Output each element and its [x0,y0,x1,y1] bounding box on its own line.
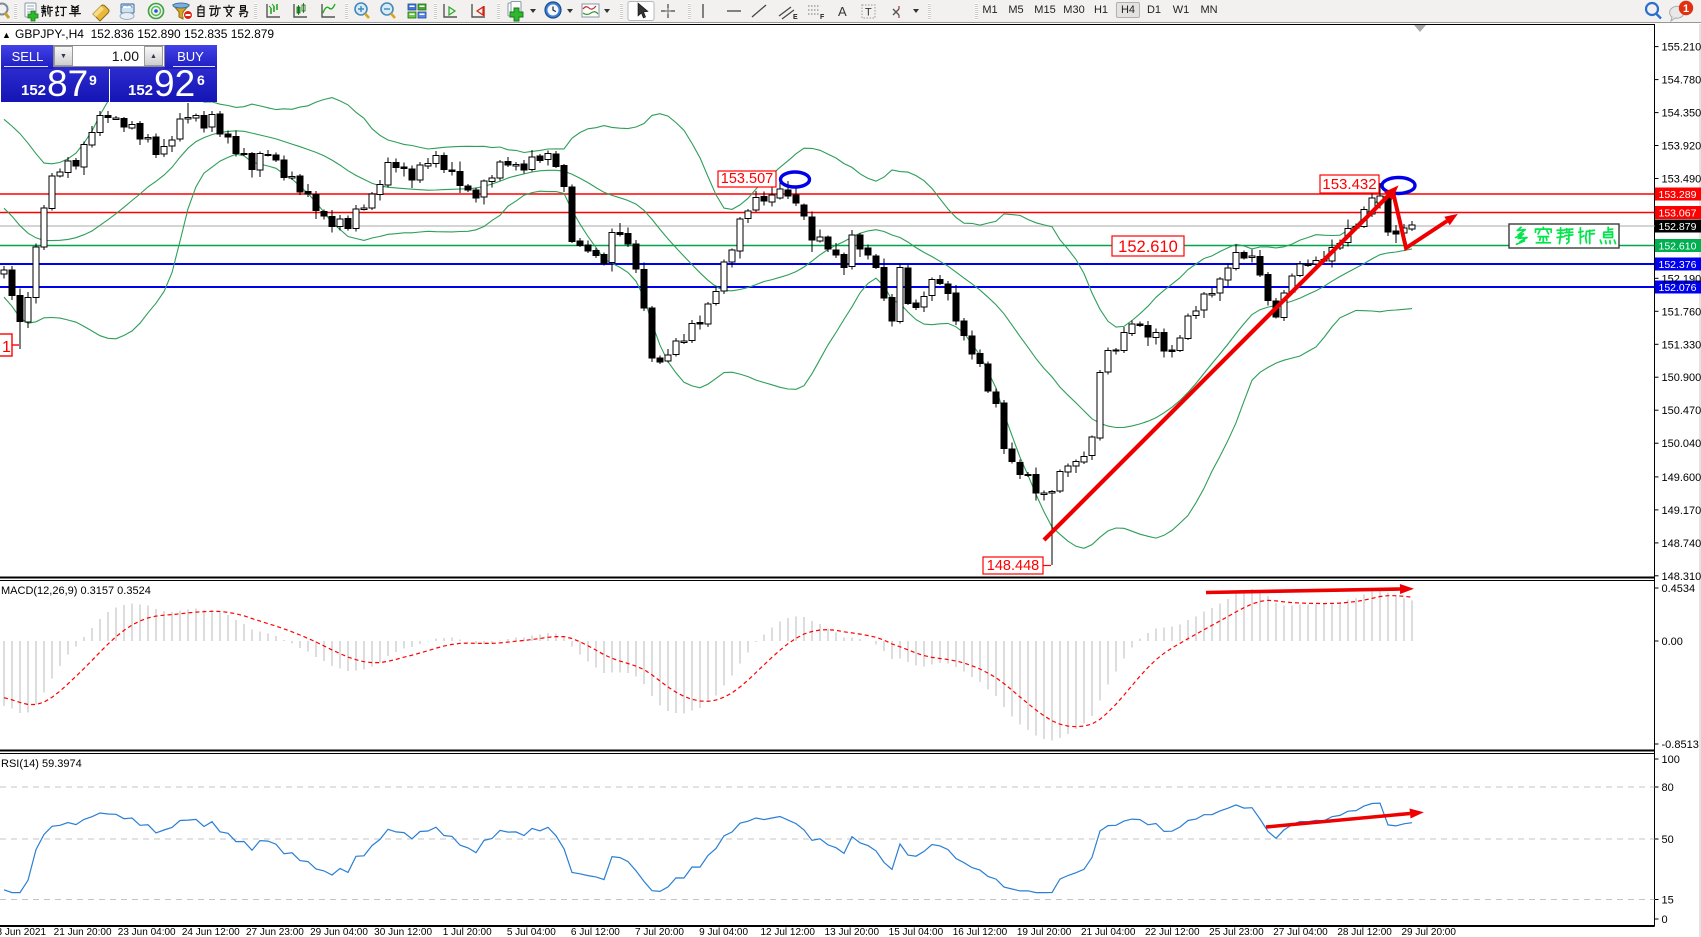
svg-text:155.210: 155.210 [1662,42,1701,54]
svg-text:150.040: 150.040 [1662,438,1701,450]
svg-text:29 Jun 04:00: 29 Jun 04:00 [310,927,368,937]
svg-text:21 Jul 04:00: 21 Jul 04:00 [1081,927,1136,937]
svg-text:5 Jul 04:00: 5 Jul 04:00 [507,927,556,937]
svg-text:148.310: 148.310 [1662,571,1701,583]
svg-text:0.4534: 0.4534 [1662,583,1696,595]
svg-text:22 Jul 12:00: 22 Jul 12:00 [1145,927,1200,937]
svg-text:149.170: 149.170 [1662,505,1701,517]
svg-text:153.507: 153.507 [721,171,773,187]
svg-text:152.879: 152.879 [1659,221,1697,233]
svg-text:152.610: 152.610 [1118,238,1178,256]
svg-text:15 Jul 04:00: 15 Jul 04:00 [889,927,944,937]
svg-text:16 Jul 12:00: 16 Jul 12:00 [953,927,1008,937]
svg-text:-0.8513: -0.8513 [1662,739,1699,751]
svg-text:150.470: 150.470 [1662,405,1701,417]
svg-text:30 Jun 12:00: 30 Jun 12:00 [374,927,432,937]
svg-text:27 Jul 04:00: 27 Jul 04:00 [1273,927,1328,937]
svg-text:24 Jun 12:00: 24 Jun 12:00 [182,927,240,937]
svg-text:153.920: 153.920 [1662,141,1701,153]
svg-text:F: F [820,14,825,21]
svg-text:80: 80 [1662,782,1674,794]
svg-text:148.740: 148.740 [1662,538,1701,550]
svg-text:153.432: 153.432 [1322,176,1376,193]
svg-text:50: 50 [1662,834,1674,846]
svg-text:▲: ▲ [2,30,11,40]
svg-text:15: 15 [1662,895,1674,907]
svg-text:13 Jul 20:00: 13 Jul 20:00 [825,927,880,937]
svg-text:151.330: 151.330 [1662,339,1701,351]
svg-text:E: E [793,14,798,21]
svg-text:29 Jul 20:00: 29 Jul 20:00 [1401,927,1456,937]
svg-text:A: A [838,4,847,19]
svg-text:19 Jul 20:00: 19 Jul 20:00 [1017,927,1072,937]
svg-text:152.190: 152.190 [1662,273,1701,285]
svg-text:6 Jul 12:00: 6 Jul 12:00 [571,927,620,937]
svg-text:152.076: 152.076 [1659,282,1697,294]
svg-text:7 Jul 20:00: 7 Jul 20:00 [635,927,684,937]
svg-text:18 Jun 2021: 18 Jun 2021 [0,927,46,937]
svg-text:153.289: 153.289 [1659,189,1697,201]
svg-text:154.780: 154.780 [1662,75,1701,87]
svg-text:RSI(14) 59.3974: RSI(14) 59.3974 [1,758,82,770]
svg-text:1: 1 [2,339,11,356]
svg-text:149.600: 149.600 [1662,472,1701,484]
svg-text:27 Jun 23:00: 27 Jun 23:00 [246,927,304,937]
svg-text:GBPJPY-,H4 152.836 152.890 15: GBPJPY-,H4 152.836 152.890 152.835 152.8… [15,27,274,41]
svg-text:152.610: 152.610 [1659,241,1697,253]
svg-text:T: T [865,7,872,19]
svg-text:0: 0 [1662,914,1668,926]
svg-text:151.760: 151.760 [1662,306,1701,318]
svg-text:150.900: 150.900 [1662,372,1701,384]
svg-text:0.00: 0.00 [1662,636,1683,648]
svg-text:25 Jul 23:00: 25 Jul 23:00 [1209,927,1264,937]
svg-text:28 Jul 12:00: 28 Jul 12:00 [1337,927,1392,937]
svg-text:23 Jun 04:00: 23 Jun 04:00 [118,927,176,937]
svg-text:1: 1 [1683,3,1689,15]
svg-text:100: 100 [1662,754,1680,766]
svg-text:153.490: 153.490 [1662,174,1701,186]
svg-text:21 Jun 20:00: 21 Jun 20:00 [54,927,112,937]
svg-text:12 Jul 12:00: 12 Jul 12:00 [760,927,815,937]
svg-text:9 Jul 04:00: 9 Jul 04:00 [699,927,748,937]
svg-text:152.376: 152.376 [1659,259,1697,271]
svg-text:148.448: 148.448 [987,558,1039,574]
svg-text:154.350: 154.350 [1662,108,1701,120]
svg-text:1 Jul 20:00: 1 Jul 20:00 [443,927,492,937]
svg-text:153.067: 153.067 [1659,208,1697,220]
svg-text:MACD(12,26,9) 0.3157 0.3524: MACD(12,26,9) 0.3157 0.3524 [1,585,151,597]
